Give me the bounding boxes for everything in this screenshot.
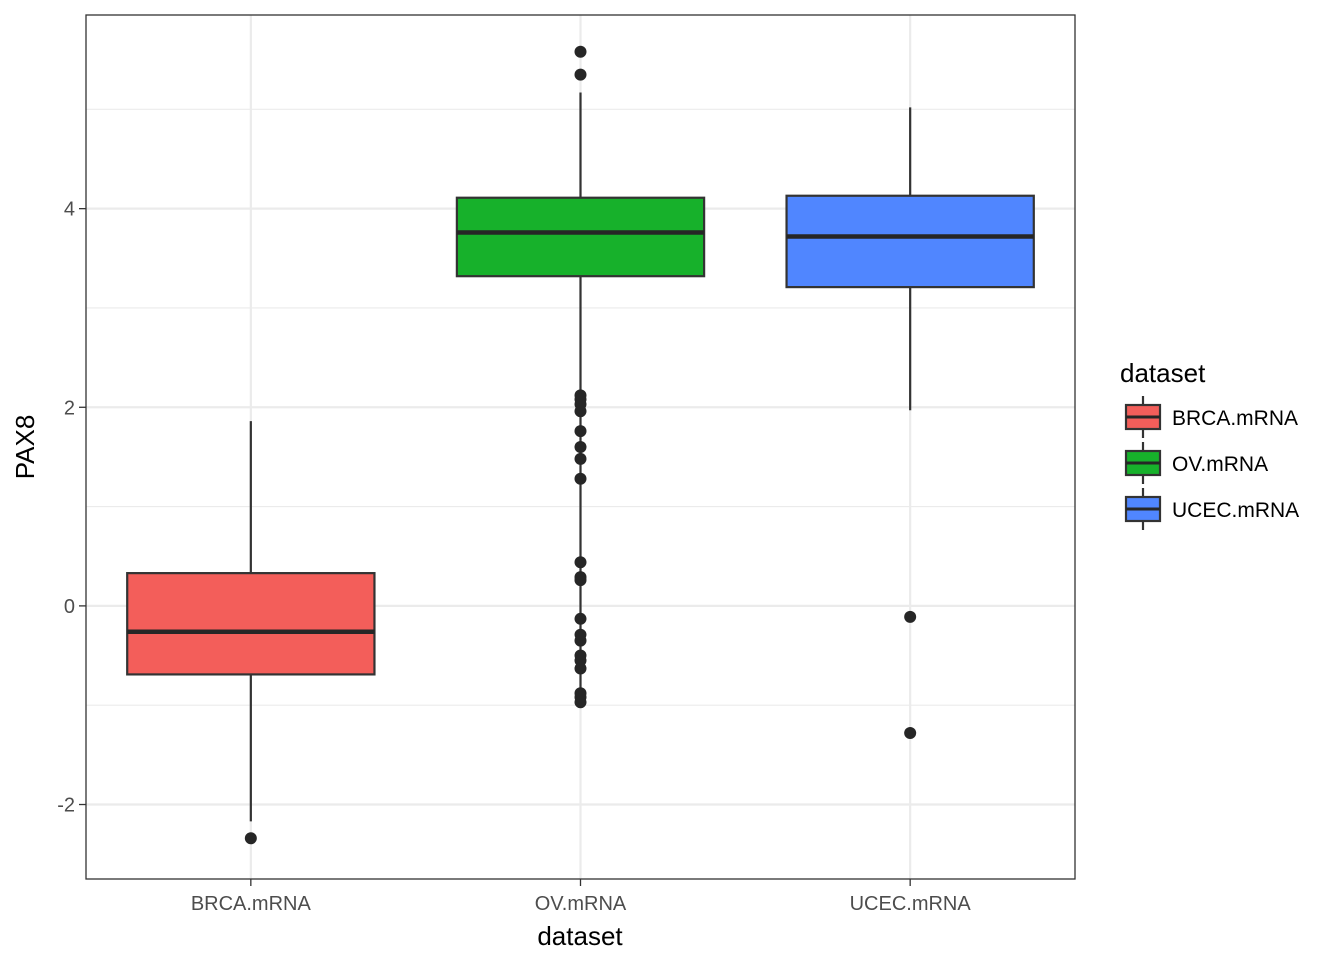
legend-label: OV.mRNA — [1172, 453, 1268, 476]
y-axis-title: PAX8 — [10, 415, 40, 480]
x-axis-ticks: BRCA.mRNA OV.mRNA UCEC.mRNA — [191, 879, 972, 915]
outlier-point — [574, 425, 587, 438]
outlier-point — [244, 832, 257, 845]
legend-entry: OV.mRNA — [1124, 442, 1268, 484]
outlier-point — [574, 472, 587, 485]
legend-label: BRCA.mRNA — [1172, 407, 1298, 430]
legend-entry: BRCA.mRNA — [1124, 396, 1298, 438]
box-iqr — [785, 194, 1035, 289]
outlier-point — [574, 405, 587, 418]
outlier-point — [904, 727, 917, 740]
boxes — [126, 45, 1035, 845]
x-tick-label: BRCA.mRNA — [191, 893, 312, 915]
x-axis-title: dataset — [537, 921, 623, 951]
box-iqr — [126, 572, 376, 676]
legend: dataset BRCA.mRNA OV.mRNA UCEC.mRNA — [1120, 358, 1299, 530]
box-iqr — [455, 196, 706, 278]
outlier-point — [574, 68, 587, 81]
outlier-point — [574, 662, 587, 675]
legend-entries: BRCA.mRNA OV.mRNA UCEC.mRNA — [1124, 396, 1299, 530]
outlier-point — [574, 452, 587, 465]
outlier-point — [574, 612, 587, 625]
outlier-point — [574, 556, 587, 569]
y-axis-ticks: -2 0 2 4 — [57, 199, 86, 817]
outlier-point — [574, 574, 587, 587]
box-OV.mRNA — [455, 45, 706, 709]
outlier-point — [574, 696, 587, 709]
legend-title: dataset — [1120, 358, 1206, 388]
x-tick-label: UCEC.mRNA — [850, 893, 972, 915]
y-tick-label: 2 — [64, 397, 75, 419]
y-tick-label: 4 — [64, 199, 75, 221]
y-tick-label: 0 — [64, 596, 75, 618]
box-BRCA.mRNA — [126, 421, 376, 845]
legend-entry: UCEC.mRNA — [1124, 488, 1299, 530]
outlier-point — [574, 45, 587, 58]
outlier-point — [574, 441, 587, 453]
outlier-point — [904, 610, 917, 623]
legend-label: UCEC.mRNA — [1172, 499, 1299, 522]
box-UCEC.mRNA — [785, 107, 1035, 740]
x-tick-label: OV.mRNA — [535, 893, 627, 915]
outlier-point — [574, 634, 587, 647]
y-tick-label: -2 — [57, 795, 75, 817]
